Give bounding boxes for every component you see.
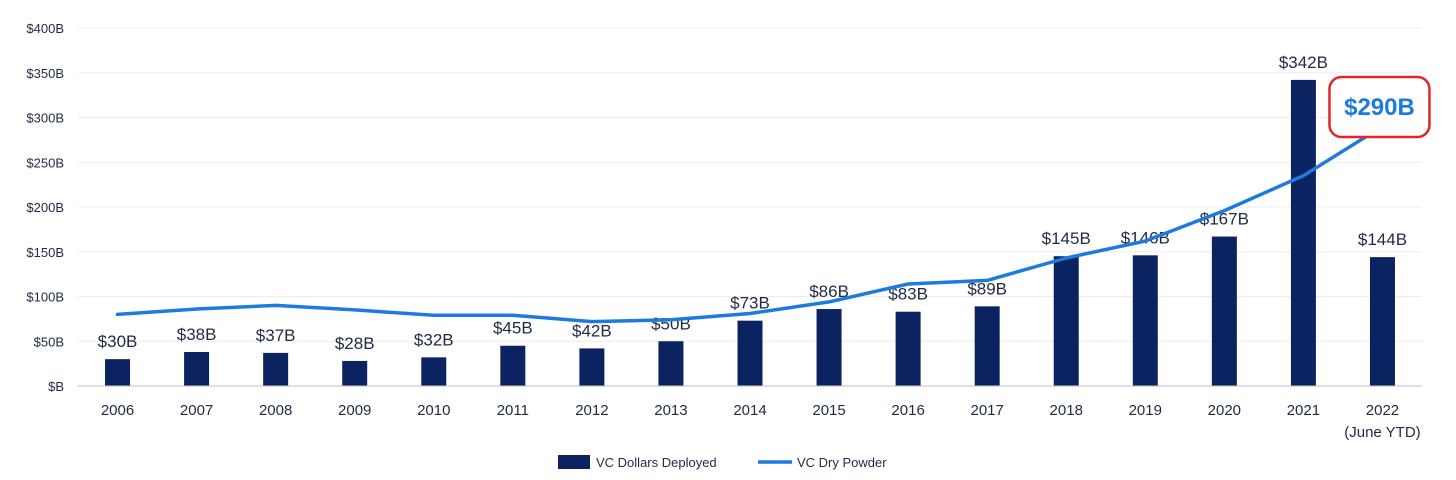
y-axis: $B $50B $100B $150B $200B $250B $300B $350B $400… [26,21,64,394]
bar-label-2018: $145B [1042,229,1091,248]
x-tick-label: 2012 [575,402,608,419]
bar-label-2012: $42B [572,321,612,340]
bar-2022 [1369,257,1395,386]
x-tick-label: 2020 [1208,402,1241,419]
y-tick-label: $150B [26,245,64,260]
bar-2018 [1053,256,1079,386]
x-tick-label: 2013 [654,402,687,419]
bar-label-2008: $37B [256,326,296,345]
y-tick-label: $200B [26,200,64,215]
x-tick-label: 2017 [970,402,1003,419]
y-tick-label: $50B [34,334,64,349]
bar-2016 [895,311,921,386]
bar-2020 [1211,236,1237,386]
x-axis: 2006 2007 2008 2009 2010 2011 2012 2013 2014 2015… [78,385,1422,441]
callout-group: $290B [1328,75,1431,139]
x-tick-label: 2018 [1050,402,1083,419]
legend-bar-swatch [558,455,590,469]
bar-label-2010: $32B [414,330,454,349]
bar-2021 [1290,79,1316,386]
x-tick-label: 2010 [417,402,450,419]
dry-powder-line-group [115,124,1385,324]
y-tick-label: $250B [26,155,64,170]
bar-label-2011: $45B [493,319,533,338]
bar-label-2009: $28B [335,334,375,353]
dry-powder-line [115,124,1385,324]
bar-label-2006: $30B [98,332,138,351]
x-tick-label: 2016 [891,402,924,419]
bars-group [105,79,1395,386]
bar-2012 [579,348,605,386]
bar-2015 [816,309,842,386]
x-tick-label: 2007 [180,402,213,419]
callout-value: $290B [1344,94,1415,121]
bar-label-2016: $83B [888,285,928,304]
x-tick-label: 2009 [338,402,371,419]
x-tick-sublabel: (June YTD) [1344,424,1420,441]
bar-2006 [105,359,131,386]
bar-label-2021: $342B [1279,53,1328,72]
y-tick-label: $B [48,379,64,394]
bar-labels-group: $30B $38B $37B $28B $32B$45B $42B $50B$73B$86B… [98,53,1407,353]
x-tick-label: 2019 [1129,402,1162,419]
bar-label-2015: $86B [809,282,849,301]
x-tick-label: 2006 [101,402,134,419]
bar-2014 [737,320,763,386]
x-tick-label: 2011 [497,402,529,419]
x-tick-label: 2014 [733,402,766,419]
x-tick-label: 2008 [259,402,292,419]
bar-2011 [500,345,526,386]
y-tick-label: $100B [26,290,64,305]
callout-box [1328,75,1431,139]
bar-2017 [974,306,1000,386]
bar-2013 [658,341,684,386]
grid-lines [78,27,1422,342]
bar-2009 [342,360,368,386]
legend: VC Dollars Deployed VC Dry Powder [558,455,887,470]
bar-2010 [421,357,447,386]
bar-label-2014: $73B [730,294,770,313]
bar-label-2007: $38B [177,325,217,344]
legend-bar-label: VC Dollars Deployed [596,455,717,470]
y-tick-label: $400B [26,21,64,36]
x-tick-label: 2021 [1287,402,1320,419]
bar-label-2017: $89B [967,279,1007,298]
bar-2007 [184,351,210,386]
bar-2008 [263,352,289,386]
x-tick-label: 2015 [812,402,845,419]
y-tick-label: $350B [26,66,64,81]
x-tick-label: 2022 [1366,402,1399,419]
y-tick-label: $300B [26,111,64,126]
bar-2019 [1132,255,1158,386]
legend-line-label: VC Dry Powder [797,455,887,470]
bar-label-2022: $144B [1358,230,1407,249]
